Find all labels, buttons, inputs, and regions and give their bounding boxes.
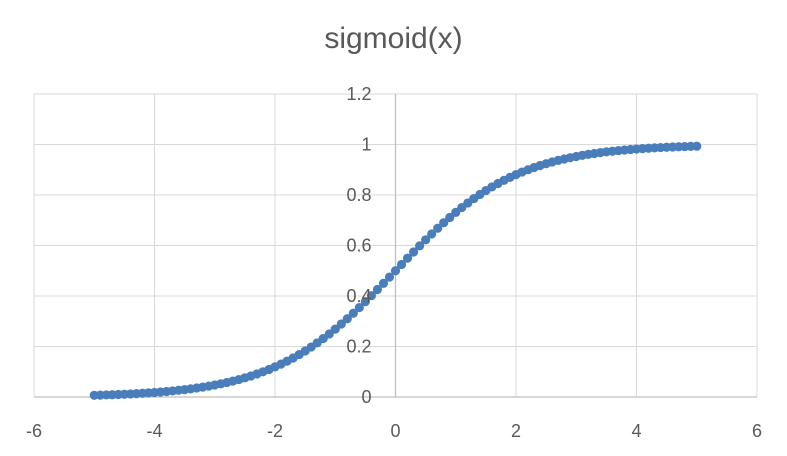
data-point (402, 253, 413, 263)
y-tick-label: 0.6 (346, 236, 371, 256)
data-point (378, 278, 389, 288)
data-point (330, 324, 340, 334)
x-tick-label: 4 (631, 421, 641, 441)
y-tick-label: 0.2 (346, 337, 371, 357)
x-tick-label: 0 (390, 421, 400, 441)
data-point (445, 212, 455, 223)
data-point (433, 223, 443, 233)
data-point (692, 141, 702, 151)
data-point (396, 259, 407, 270)
data-point (360, 297, 370, 307)
y-tick-label: 0.8 (346, 185, 371, 205)
data-point (348, 308, 358, 318)
data-point (415, 241, 425, 251)
data-point (384, 272, 395, 282)
data-point (421, 235, 431, 245)
data-point (372, 284, 383, 295)
data-point (354, 302, 364, 313)
x-tick-label: 6 (752, 421, 762, 441)
y-tick-label: 0 (361, 387, 371, 407)
x-tick-label: -4 (146, 421, 162, 441)
data-point (408, 247, 419, 257)
y-tick-label: 1 (361, 135, 371, 155)
chart-title: sigmoid(x) (324, 22, 463, 55)
y-tick-label: 1.2 (346, 84, 371, 104)
data-point (366, 291, 376, 301)
x-tick-label: -2 (267, 421, 283, 441)
x-tick-label: -6 (26, 421, 42, 441)
data-point (336, 319, 346, 329)
x-tick-label: 2 (511, 421, 521, 441)
data-point (439, 218, 449, 228)
y-tick-label: 0.4 (346, 286, 371, 306)
data-point (427, 229, 437, 239)
x-tick-labels: -6 -4 -2 0 2 4 6 (26, 421, 762, 441)
y-tick-labels: 0 0.2 0.4 0.6 0.8 1 1.2 (346, 84, 371, 407)
data-point (390, 266, 401, 276)
data-point (342, 314, 352, 324)
data-series (89, 141, 702, 400)
